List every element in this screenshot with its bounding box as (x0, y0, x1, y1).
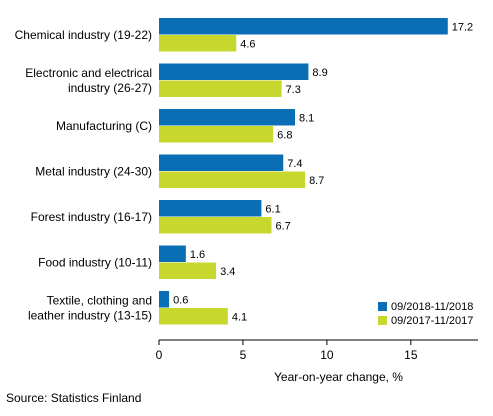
bar-2017 (159, 35, 237, 52)
legend-label: 09/2017-11/2017 (391, 315, 473, 327)
bar-value-label: 0.6 (173, 295, 188, 307)
bar-value-label: 8.9 (312, 67, 327, 79)
bar-value-label: 8.1 (299, 113, 314, 125)
bar-value-label: 4.6 (240, 39, 255, 51)
x-tick-label: 0 (156, 348, 163, 362)
bar-2018 (159, 63, 309, 80)
bar-2018 (159, 109, 295, 126)
category-label: Food industry (10-11) (38, 256, 152, 270)
legend-swatch (378, 316, 387, 325)
bar-2017 (159, 171, 306, 188)
x-axis-ticks: 0 5 10 15 (156, 340, 418, 362)
bar-value-label: 3.4 (220, 266, 235, 278)
x-tick-label: 15 (404, 348, 418, 362)
bar-2017 (159, 308, 228, 325)
source-note: Source: Statistics Finland (6, 391, 142, 405)
category-label: Chemical industry (19-22) (15, 28, 152, 42)
bar-value-label: 1.6 (190, 249, 205, 261)
legend-label: 09/2018-11/2018 (391, 301, 473, 313)
bar-value-label: 4.1 (232, 312, 247, 324)
bar-2018 (159, 18, 448, 35)
bar-2017 (159, 80, 282, 97)
bar-value-label: 6.7 (275, 221, 290, 233)
category-label: Manufacturing (C) (56, 119, 152, 133)
bar-value-label: 7.4 (287, 158, 302, 170)
bar-2018 (159, 291, 170, 308)
x-tick-label: 10 (320, 348, 334, 362)
bar-value-label: 17.2 (452, 22, 473, 34)
x-tick-label: 5 (240, 348, 247, 362)
legend: 09/2018-11/2018 09/2017-11/2017 (378, 301, 473, 327)
bar-value-label: 6.1 (265, 204, 280, 216)
bar-2017 (159, 217, 272, 234)
category-label: Forest industry (16-17) (31, 210, 152, 224)
x-axis-title: Year-on-year change, % (274, 370, 403, 384)
bar-2018 (159, 245, 186, 262)
bar-2018 (159, 154, 284, 171)
bar-value-label: 6.8 (277, 130, 292, 142)
bar-2017 (159, 126, 274, 143)
bar-value-label: 8.7 (309, 175, 324, 187)
bar-value-label: 7.3 (286, 84, 301, 96)
bars (159, 18, 448, 325)
category-label: Metal industry (24-30) (35, 165, 152, 179)
value-labels: 17.2 4.6 8.9 7.3 8.1 6.8 7.4 8.7 6.1 6.7 1.6 3.4 0.6… (173, 22, 473, 324)
category-labels: Chemical industry (19-22) Electronic and … (15, 28, 152, 323)
legend-swatch (378, 302, 387, 311)
bar-2018 (159, 200, 262, 217)
category-label: Electronic and electrical industry (26-27… (25, 66, 152, 95)
bar-2017 (159, 262, 217, 279)
category-label: Textile, clothing and leather industry (1… (28, 294, 152, 323)
